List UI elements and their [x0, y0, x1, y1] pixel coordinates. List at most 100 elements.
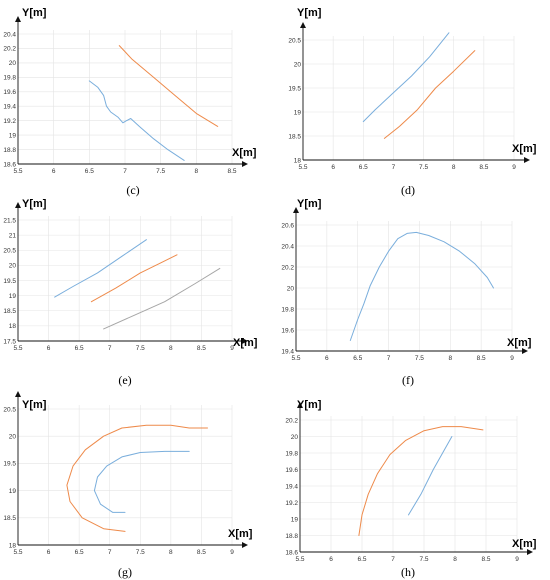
- y-tick-label: 18.8: [3, 147, 16, 154]
- x-tick-label: 7: [108, 549, 112, 556]
- x-tick-label: 7.5: [419, 164, 428, 171]
- x-tick-label: 9: [510, 355, 514, 362]
- x-axis-title: X[m]: [507, 337, 532, 349]
- x-tick-label: 8: [195, 168, 199, 175]
- y-tick-label: 21: [9, 232, 17, 239]
- x-tick-label: 9: [230, 345, 234, 352]
- x-tick-label: 5.5: [13, 168, 22, 175]
- series-line-orange: [90, 254, 178, 303]
- y-tick-label: 20.4: [281, 243, 294, 250]
- series-line-orange: [118, 45, 219, 127]
- chart-panel: 5.5 6 6.5 7 7.5 8 8.5 9 19.4 19.6 19.8 20 20.2 20.4 20…: [281, 198, 531, 387]
- y-tick-label: 20.6: [281, 222, 294, 229]
- x-axis-title: X[m]: [232, 147, 257, 159]
- chart-panel: 5.5 6 6.5 7 7.5 8 8.5 9 18 18.5 19 19.5 20 20.5 Y[m] X[…: [3, 391, 253, 579]
- x-tick-label: 8: [169, 549, 173, 556]
- x-axis-arrow: [524, 157, 530, 163]
- y-tick-label: 20.2: [285, 417, 298, 424]
- x-tick-label: 5.5: [298, 164, 307, 171]
- x-tick-label: 6: [47, 345, 51, 352]
- y-tick-label: 19: [291, 516, 299, 523]
- panel-label: (c): [126, 183, 139, 197]
- series-line-gray: [103, 267, 221, 330]
- x-tick-label: 5.5: [291, 355, 300, 362]
- x-axis-title: X[m]: [233, 337, 258, 349]
- x-tick-label: 5.5: [13, 345, 22, 352]
- x-axis-arrow: [242, 161, 248, 167]
- x-tick-label: 7.5: [419, 556, 428, 563]
- y-tick-label: 19.8: [3, 75, 16, 82]
- x-tick-label: 6.5: [75, 549, 84, 556]
- y-axis-title: Y[m]: [22, 399, 47, 411]
- y-tick-label: 19: [9, 132, 17, 139]
- y-tick-label: 19.8: [281, 306, 294, 313]
- y-tick-label: 18.6: [3, 161, 16, 168]
- x-tick-label: 8.5: [481, 556, 490, 563]
- y-tick-label: 19.6: [281, 327, 294, 334]
- x-axis-arrow: [242, 338, 248, 344]
- y-tick-label: 19.8: [285, 450, 298, 457]
- x-tick-label: 8.5: [479, 164, 488, 171]
- y-axis-title: Y[m]: [297, 399, 322, 411]
- y-axis-title: Y[m]: [22, 198, 47, 210]
- x-axis-title: X[m]: [228, 528, 253, 540]
- chart-panel: 5.5 6 6.5 7 7.5 8 8.5 18.6 18.8 19 19.2 19.4 19.6 19.…: [3, 7, 256, 197]
- x-axis-arrow: [242, 542, 248, 548]
- panel-label: (f): [402, 373, 414, 387]
- y-axis-arrow: [15, 16, 21, 22]
- x-tick-label: 6: [47, 549, 51, 556]
- y-tick-label: 17.5: [3, 338, 16, 345]
- y-axis-arrow: [300, 22, 306, 28]
- series-line-blue: [408, 436, 453, 516]
- x-tick-label: 8: [453, 556, 457, 563]
- chart-panel: 5.5 6 6.5 7 7.5 8 8.5 9 18 18.5 19 19.5 20 20.5 Y[m] X[…: [288, 7, 536, 197]
- y-tick-label: 19: [294, 109, 302, 116]
- panel-label: (g): [118, 565, 132, 579]
- y-tick-label: 20: [287, 285, 295, 292]
- series-line-blue: [54, 239, 147, 298]
- x-tick-label: 7.5: [156, 168, 165, 175]
- y-tick-label: 19.2: [285, 500, 298, 507]
- y-tick-label: 19: [9, 488, 17, 495]
- x-tick-label: 5.5: [295, 556, 304, 563]
- series-line-blue: [93, 450, 190, 513]
- x-tick-label: 7: [387, 355, 391, 362]
- x-tick-label: 7: [108, 345, 112, 352]
- x-tick-label: 6: [52, 168, 56, 175]
- x-axis-arrow: [527, 549, 533, 555]
- x-tick-label: 8: [448, 355, 452, 362]
- series-line-blue: [349, 231, 494, 341]
- y-tick-label: 19.4: [3, 104, 16, 111]
- x-tick-label: 6.5: [353, 355, 362, 362]
- x-tick-label: 7: [392, 164, 396, 171]
- x-axis-arrow: [522, 348, 528, 354]
- x-tick-label: 9: [515, 556, 519, 563]
- y-tick-label: 20: [294, 61, 302, 68]
- x-tick-label: 8.5: [477, 355, 486, 362]
- x-tick-label: 8.5: [227, 168, 236, 175]
- y-tick-label: 19.2: [3, 118, 16, 125]
- y-tick-label: 18.6: [285, 549, 298, 556]
- series-line-blue: [362, 32, 450, 123]
- panel-label: (d): [401, 183, 415, 197]
- y-tick-label: 18: [294, 157, 302, 164]
- y-tick-label: 19.5: [3, 278, 16, 285]
- y-tick-label: 18.5: [288, 133, 301, 140]
- y-tick-label: 20: [9, 263, 17, 270]
- y-tick-label: 18: [9, 542, 17, 549]
- x-tick-label: 8: [169, 345, 173, 352]
- y-tick-label: 19.4: [285, 483, 298, 490]
- y-tick-label: 20.4: [3, 31, 16, 38]
- chart-panel: 5.5 6 6.5 7 7.5 8 8.5 9 17.5 18 18.5 19 19.5 20 20.5 21…: [3, 198, 257, 387]
- x-tick-label: 6.5: [357, 556, 366, 563]
- y-tick-label: 18.8: [285, 533, 298, 540]
- x-tick-label: 8: [452, 164, 456, 171]
- y-tick-label: 20.2: [3, 46, 16, 53]
- x-tick-label: 5.5: [13, 549, 22, 556]
- panel-label: (h): [401, 565, 415, 579]
- y-tick-label: 20: [9, 434, 17, 441]
- y-tick-label: 18.5: [3, 308, 16, 315]
- y-tick-label: 19.5: [3, 461, 16, 468]
- series-line-orange: [358, 426, 484, 536]
- x-axis-title: X[m]: [512, 143, 537, 155]
